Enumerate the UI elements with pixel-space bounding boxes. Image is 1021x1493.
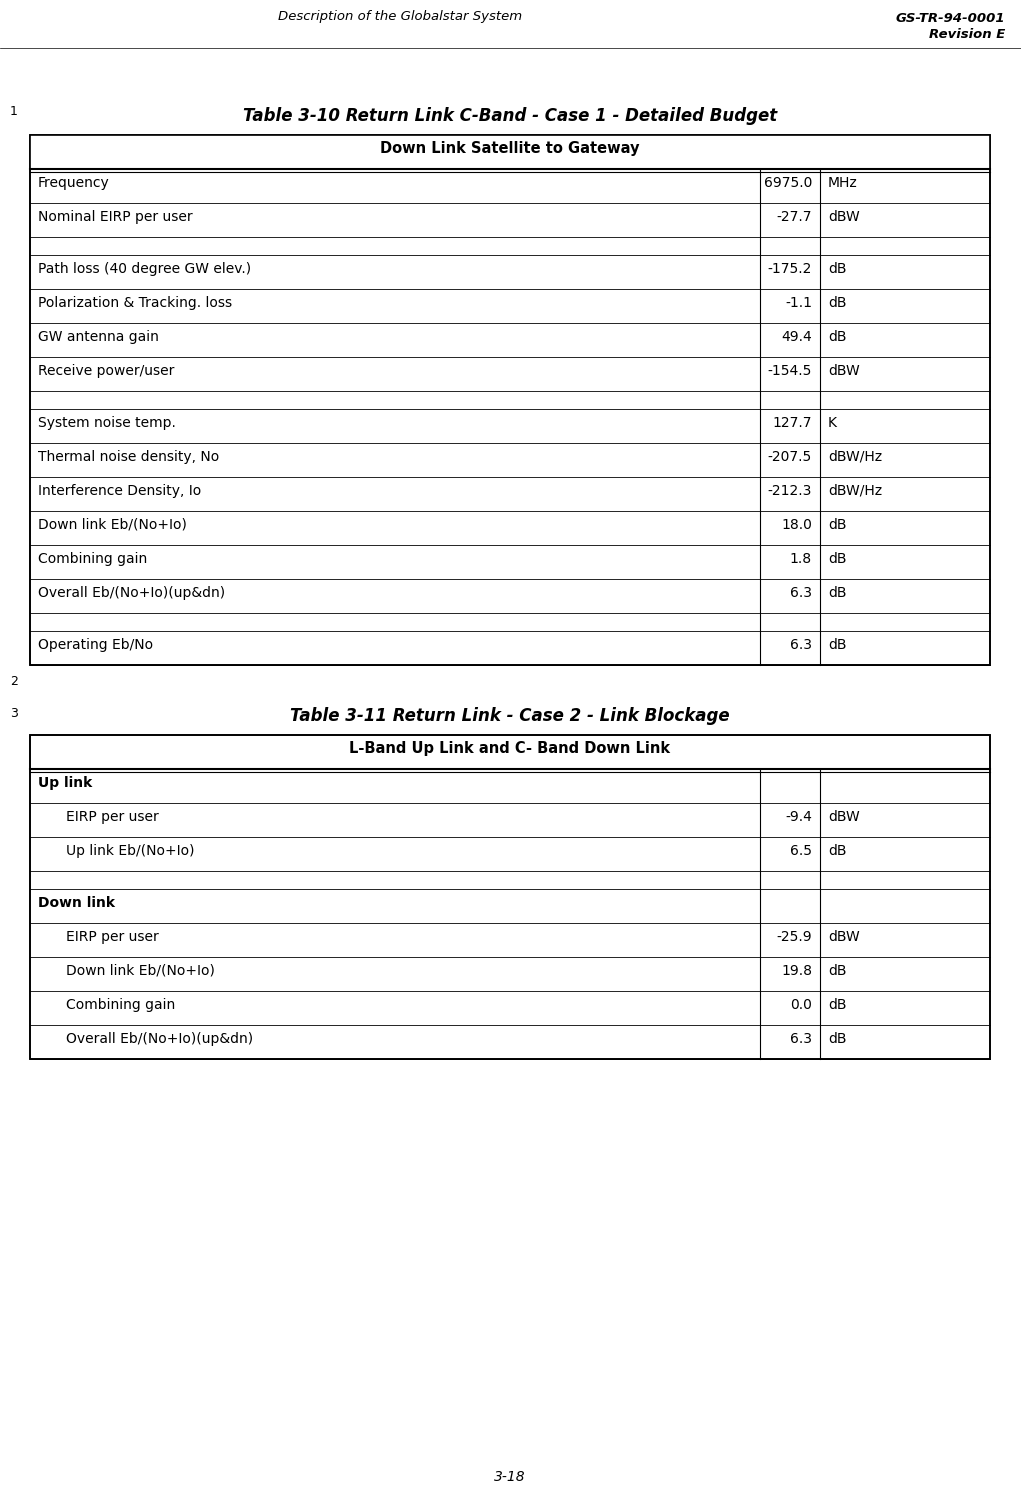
- Text: K: K: [828, 417, 837, 430]
- Text: 0.0: 0.0: [790, 997, 812, 1012]
- Text: 49.4: 49.4: [781, 330, 812, 343]
- Text: Table 3-10 Return Link C-Band - Case 1 - Detailed Budget: Table 3-10 Return Link C-Band - Case 1 -…: [243, 107, 777, 125]
- Text: 3-18: 3-18: [494, 1471, 526, 1484]
- Text: dB: dB: [828, 638, 846, 652]
- Text: Overall Eb/(No+Io)(up&dn): Overall Eb/(No+Io)(up&dn): [38, 585, 225, 600]
- Text: EIRP per user: EIRP per user: [66, 811, 158, 824]
- Text: dB: dB: [828, 552, 846, 566]
- Text: dB: dB: [828, 964, 846, 978]
- Text: Combining gain: Combining gain: [38, 552, 147, 566]
- Text: Frequency: Frequency: [38, 176, 109, 190]
- Text: Combining gain: Combining gain: [66, 997, 176, 1012]
- Text: 1: 1: [10, 105, 18, 118]
- Text: dB: dB: [828, 1032, 846, 1047]
- Text: dB: dB: [828, 518, 846, 532]
- Bar: [30, 735, 990, 1059]
- Text: Operating Eb/No: Operating Eb/No: [38, 638, 153, 652]
- Text: Revision E: Revision E: [929, 28, 1005, 40]
- Text: dB: dB: [828, 261, 846, 276]
- Text: -25.9: -25.9: [776, 930, 812, 944]
- Text: dBW: dBW: [828, 811, 860, 824]
- Text: -154.5: -154.5: [768, 364, 812, 378]
- Text: 6.3: 6.3: [790, 638, 812, 652]
- Text: dBW/Hz: dBW/Hz: [828, 484, 882, 499]
- Text: dB: dB: [828, 296, 846, 311]
- Text: Down Link Satellite to Gateway: Down Link Satellite to Gateway: [380, 140, 640, 155]
- Text: Polarization & Tracking. loss: Polarization & Tracking. loss: [38, 296, 232, 311]
- Text: System noise temp.: System noise temp.: [38, 417, 176, 430]
- Text: dBW: dBW: [828, 930, 860, 944]
- Text: 6.3: 6.3: [790, 585, 812, 600]
- Text: Nominal EIRP per user: Nominal EIRP per user: [38, 211, 193, 224]
- Text: Description of the Globalstar System: Description of the Globalstar System: [278, 10, 522, 22]
- Text: -9.4: -9.4: [785, 811, 812, 824]
- Bar: [30, 735, 990, 1059]
- Text: Table 3-11 Return Link - Case 2 - Link Blockage: Table 3-11 Return Link - Case 2 - Link B…: [290, 708, 730, 726]
- Text: dB: dB: [828, 997, 846, 1012]
- Text: -175.2: -175.2: [768, 261, 812, 276]
- Text: 19.8: 19.8: [781, 964, 812, 978]
- Text: dBW/Hz: dBW/Hz: [828, 449, 882, 464]
- Text: Thermal noise density, No: Thermal noise density, No: [38, 449, 220, 464]
- Text: Down link: Down link: [38, 896, 115, 911]
- Text: Down link Eb/(No+Io): Down link Eb/(No+Io): [38, 518, 187, 532]
- Text: 2: 2: [10, 675, 18, 688]
- Text: 1.8: 1.8: [790, 552, 812, 566]
- Text: dB: dB: [828, 585, 846, 600]
- Text: L-Band Up Link and C- Band Down Link: L-Band Up Link and C- Band Down Link: [349, 741, 671, 755]
- Text: Interference Density, Io: Interference Density, Io: [38, 484, 201, 499]
- Text: dB: dB: [828, 844, 846, 858]
- Text: Up link Eb/(No+Io): Up link Eb/(No+Io): [66, 844, 194, 858]
- Text: GS-TR-94-0001: GS-TR-94-0001: [895, 12, 1005, 25]
- Text: 6.3: 6.3: [790, 1032, 812, 1047]
- Text: Path loss (40 degree GW elev.): Path loss (40 degree GW elev.): [38, 261, 251, 276]
- Text: 127.7: 127.7: [773, 417, 812, 430]
- Text: Receive power/user: Receive power/user: [38, 364, 175, 378]
- Bar: [30, 134, 990, 664]
- Text: Up link: Up link: [38, 776, 92, 790]
- Text: -212.3: -212.3: [768, 484, 812, 499]
- Text: GW antenna gain: GW antenna gain: [38, 330, 159, 343]
- Text: 18.0: 18.0: [781, 518, 812, 532]
- Text: dBW: dBW: [828, 211, 860, 224]
- Text: EIRP per user: EIRP per user: [66, 930, 158, 944]
- Text: 3: 3: [10, 708, 18, 720]
- Text: -1.1: -1.1: [785, 296, 812, 311]
- Text: -207.5: -207.5: [768, 449, 812, 464]
- Text: Down link Eb/(No+Io): Down link Eb/(No+Io): [66, 964, 214, 978]
- Text: dB: dB: [828, 330, 846, 343]
- Text: 6.5: 6.5: [790, 844, 812, 858]
- Bar: [30, 134, 990, 664]
- Text: dBW: dBW: [828, 364, 860, 378]
- Text: 6975.0: 6975.0: [764, 176, 812, 190]
- Text: MHz: MHz: [828, 176, 858, 190]
- Text: -27.7: -27.7: [777, 211, 812, 224]
- Text: Overall Eb/(No+Io)(up&dn): Overall Eb/(No+Io)(up&dn): [66, 1032, 253, 1047]
- Bar: [30, 134, 990, 169]
